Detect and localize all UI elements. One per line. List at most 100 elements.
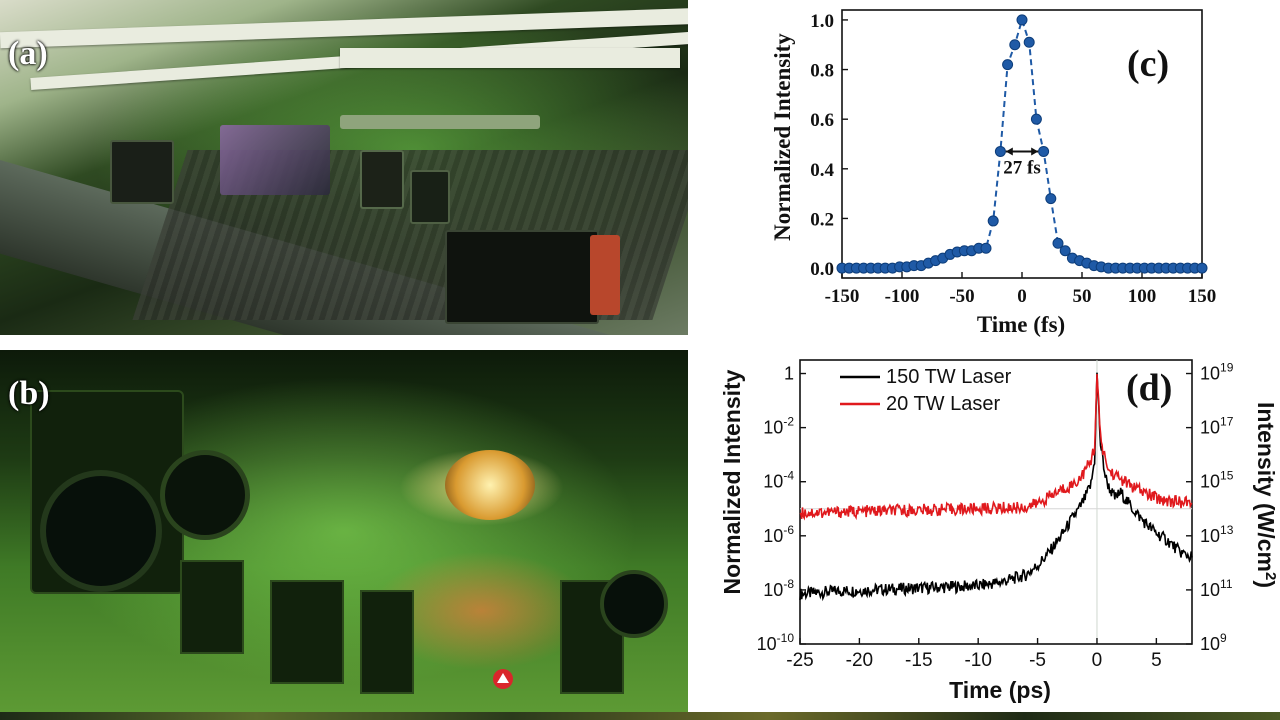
x-tick-label: 5 [1151, 650, 1162, 671]
y-tick-base: 10 [763, 526, 783, 546]
focus-lamp [445, 450, 535, 520]
x-tick-label: 150 [1188, 286, 1217, 307]
y2-tick-label: 109 [1200, 631, 1227, 654]
optic-mount [360, 590, 414, 694]
fwhm-arrow-left [1005, 147, 1013, 156]
mirror-mount [160, 450, 250, 540]
y-axis-label: Normalized Intensity [770, 33, 795, 241]
y-tick-base: 10 [763, 418, 783, 438]
beam-pipe [340, 115, 540, 129]
panel-label-d: (d) [1126, 367, 1172, 409]
optic-mount [180, 560, 244, 654]
y-tick-label: 0.6 [810, 110, 834, 131]
y2-axis-label: Intensity (W/cm2) [1253, 402, 1279, 588]
y-tick-label: 0.0 [810, 259, 834, 280]
data-point [1030, 113, 1042, 125]
y2-tick-label: 1011 [1200, 577, 1233, 600]
y-tick-label: 10-2 [763, 415, 794, 438]
x-tick-label: -100 [885, 286, 920, 307]
data-point [994, 145, 1006, 157]
y-tick-label: 10-4 [763, 469, 794, 492]
mirror-mount [600, 570, 668, 638]
legend-label: 20 TW Laser [886, 393, 1000, 415]
y2-tick-exp: 17 [1220, 415, 1234, 429]
y-tick-exp: -6 [783, 523, 794, 537]
photo-panel-a [0, 0, 688, 335]
x-tick-label: -20 [846, 650, 873, 671]
y2-tick-exp: 19 [1220, 361, 1234, 375]
panel-label-c: (c) [1127, 43, 1169, 85]
data-point [1009, 39, 1021, 51]
y-tick-exp: -2 [783, 415, 794, 429]
y2-tick-base: 10 [1200, 526, 1220, 546]
y-tick-base: 10 [763, 472, 783, 492]
x-tick-label: 100 [1128, 286, 1157, 307]
y2-axis-label-main: Intensity (W/cm [1253, 402, 1279, 572]
y2-tick-exp: 13 [1220, 523, 1234, 537]
x-tick-label: -25 [786, 650, 813, 671]
y-tick-label: 10-10 [757, 631, 795, 654]
x-axis-label: Time (ps) [949, 677, 1051, 703]
y-tick-exp: -10 [777, 631, 795, 645]
housing [445, 230, 599, 324]
y-tick-base: 10 [757, 634, 777, 654]
y2-tick-exp: 11 [1220, 577, 1233, 591]
y-tick-label: 0.2 [810, 209, 834, 230]
grating [220, 125, 330, 195]
data-point [987, 215, 999, 227]
y-tick-label: 10-8 [763, 577, 794, 600]
x-tick-label: 50 [1073, 286, 1092, 307]
x-tick-label: -15 [905, 650, 932, 671]
y2-tick-base: 10 [1200, 472, 1220, 492]
y2-tick-exp: 15 [1220, 469, 1234, 483]
data-point [1052, 237, 1064, 249]
data-point [1023, 36, 1035, 48]
optic-mount [110, 140, 174, 204]
photo-panel-b [0, 350, 688, 712]
data-point [980, 242, 992, 254]
y2-tick-base: 10 [1200, 364, 1220, 384]
y-tick-exp: -8 [783, 577, 794, 591]
x-tick-label: 0 [1017, 286, 1027, 307]
y-tick-label: 10-6 [763, 523, 794, 546]
bottom-strip [0, 712, 1280, 720]
y2-tick-label: 1019 [1200, 361, 1234, 384]
y-tick-base: 10 [763, 580, 783, 600]
panel-label-a: (a) [8, 35, 48, 72]
y-tick-label: 0.4 [810, 160, 834, 181]
series-line [799, 373, 1193, 521]
data-point [1038, 145, 1050, 157]
y-tick-base: 1 [784, 364, 794, 384]
x-tick-label: -10 [964, 650, 991, 671]
fwhm-label: 27 fs [1003, 157, 1040, 178]
x-tick-label: -150 [825, 286, 860, 307]
legend-label: 150 TW Laser [886, 366, 1012, 388]
optic-mount [270, 580, 344, 684]
y2-tick-exp: 9 [1220, 631, 1227, 645]
data-point [1059, 245, 1071, 257]
data-point [1016, 14, 1028, 26]
y-tick-label: 1 [784, 364, 794, 384]
data-point [1045, 193, 1057, 205]
series-line [799, 372, 1193, 602]
y2-tick-base: 10 [1200, 634, 1220, 654]
y-tick-label: 0.8 [810, 61, 834, 82]
plot-frame [799, 359, 1193, 645]
y-axis-label: Normalized Intensity [719, 369, 745, 594]
x-tick-label: 0 [1092, 650, 1103, 671]
x-tick-label: -50 [949, 286, 974, 307]
rail [340, 48, 680, 68]
optic-mount [410, 170, 450, 224]
y-tick-exp: -4 [783, 469, 794, 483]
logo-icon [493, 669, 513, 689]
data-point [1002, 59, 1014, 71]
data-point [1196, 262, 1208, 274]
x-axis-label: Time (fs) [977, 312, 1065, 337]
y2-tick-label: 1015 [1200, 469, 1234, 492]
mirror-mount [40, 470, 162, 592]
y2-axis-label-end: ) [1253, 580, 1279, 588]
fwhm-arrow-right [1031, 147, 1039, 156]
laser-head [590, 235, 620, 315]
y2-tick-label: 1017 [1200, 415, 1234, 438]
